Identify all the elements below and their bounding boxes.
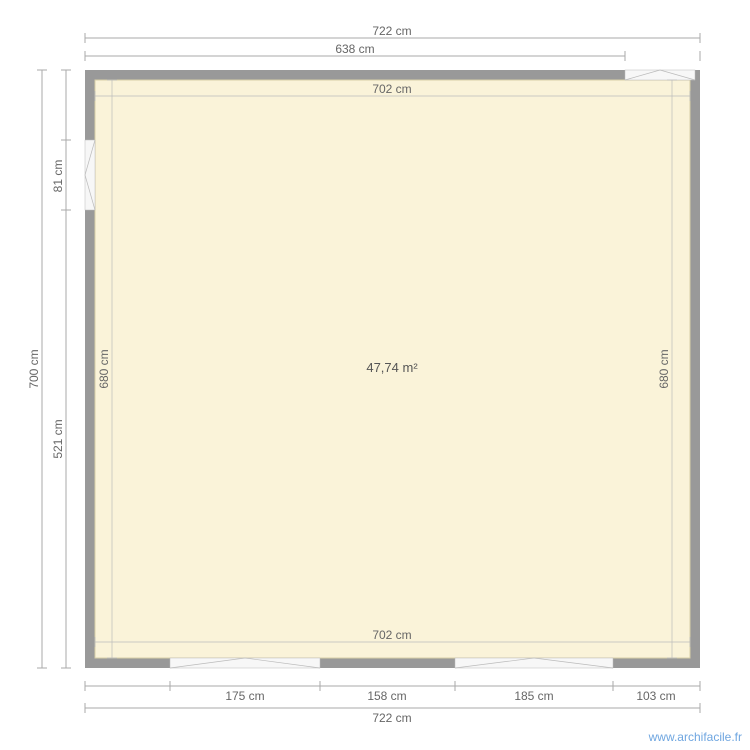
dim-left-full: 700 cm [27, 349, 41, 388]
area-label: 47,74 m² [366, 360, 418, 375]
dim-left-bot-seg: 521 cm [51, 419, 65, 458]
dim-bottom-inner: 702 cm [372, 628, 411, 642]
dim-left-inner: 680 cm [97, 349, 111, 388]
floorplan-svg: 47,74 m² 722 cm 638 cm 702 cm 700 cm 81 … [0, 0, 750, 750]
dim-top-left: 638 cm [335, 42, 374, 56]
dim-bottom-seg2: 158 cm [367, 689, 406, 703]
dim-bottom-seg1: 175 cm [225, 689, 264, 703]
window-top-right [625, 70, 695, 80]
dim-top-inner: 702 cm [372, 82, 411, 96]
window-bottom-1 [170, 658, 320, 668]
dim-left-top-seg: 81 cm [51, 160, 65, 193]
dim-top-full: 722 cm [372, 24, 411, 38]
window-left [85, 140, 95, 210]
dim-bottom-full: 722 cm [372, 711, 411, 725]
window-bottom-2 [455, 658, 613, 668]
dim-right-inner: 680 cm [657, 349, 671, 388]
dim-bottom-seg4: 103 cm [636, 689, 675, 703]
watermark: www.archifacile.fr [649, 730, 742, 744]
dim-bottom-seg3: 185 cm [514, 689, 553, 703]
